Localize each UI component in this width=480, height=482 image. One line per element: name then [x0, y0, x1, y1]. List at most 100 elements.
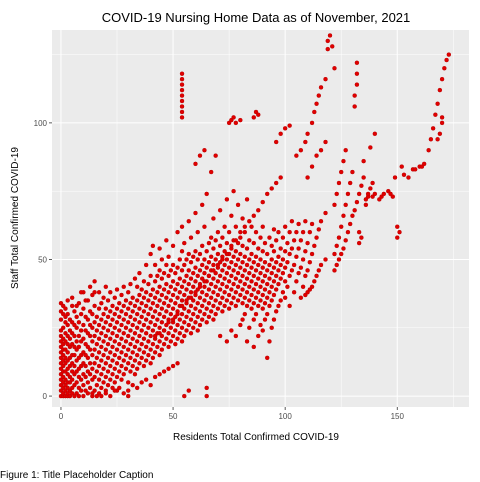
data-point: [81, 382, 86, 388]
data-point: [318, 262, 324, 268]
data-point: [341, 213, 346, 218]
data-point: [179, 115, 185, 120]
data-point: [103, 361, 109, 366]
data-point: [143, 290, 149, 295]
data-point: [155, 290, 160, 295]
data-point: [159, 347, 165, 352]
data-point: [318, 85, 324, 90]
data-point: [58, 300, 64, 306]
data-point: [332, 268, 337, 273]
data-point: [289, 268, 295, 273]
data-point: [269, 243, 274, 249]
data-point: [267, 262, 272, 268]
data-point: [101, 325, 106, 330]
data-point: [260, 265, 265, 270]
data-point: [300, 257, 306, 262]
data-point: [200, 202, 205, 208]
data-point: [350, 169, 355, 175]
data-point: [195, 273, 200, 279]
x-axis-title: Residents Total Confirmed COVID-19: [173, 432, 339, 443]
data-point: [112, 339, 117, 344]
data-point: [130, 295, 135, 300]
data-point: [81, 393, 86, 399]
data-point: [260, 279, 265, 284]
data-point: [112, 388, 117, 393]
data-point: [139, 341, 144, 347]
data-point: [260, 292, 265, 298]
data-point: [280, 290, 286, 295]
data-point: [182, 393, 187, 399]
data-point: [112, 325, 117, 330]
data-point: [110, 372, 115, 377]
data-point: [233, 249, 239, 254]
data-point: [372, 131, 378, 137]
data-point: [58, 317, 64, 322]
data-point: [368, 186, 373, 191]
data-point: [247, 238, 252, 243]
data-point: [179, 98, 185, 104]
data-point: [244, 290, 250, 295]
data-point: [433, 112, 438, 117]
data-point: [345, 229, 351, 235]
data-point: [130, 350, 135, 355]
data-point: [114, 374, 120, 380]
data-point: [206, 260, 212, 265]
data-point: [253, 254, 259, 259]
data-point: [213, 298, 218, 303]
data-point: [231, 281, 236, 287]
data-point: [188, 290, 194, 295]
data-point: [269, 298, 274, 303]
data-point: [233, 333, 239, 339]
data-point: [222, 276, 227, 281]
data-point: [96, 322, 102, 328]
data-point: [265, 268, 270, 273]
data-point: [211, 276, 216, 281]
data-point: [260, 328, 265, 333]
data-point: [117, 385, 122, 391]
data-point: [92, 333, 97, 339]
data-point: [208, 235, 214, 240]
data-point: [123, 325, 129, 330]
data-point: [247, 257, 252, 262]
data-point: [110, 317, 115, 322]
data-point: [152, 350, 158, 355]
data-point: [251, 213, 256, 218]
data-point: [114, 333, 120, 339]
data-point: [132, 358, 138, 363]
data-point: [439, 120, 445, 126]
data-point: [242, 281, 248, 287]
data-point: [117, 369, 122, 374]
data-point: [197, 322, 203, 328]
data-point: [170, 279, 176, 284]
data-point: [224, 298, 230, 303]
data-point: [195, 229, 200, 235]
data-point: [132, 344, 138, 350]
data-point: [126, 388, 131, 393]
axis-ticks: 0 50 100 150 0 50 100: [34, 119, 405, 421]
data-point: [271, 279, 277, 284]
data-point: [231, 188, 236, 194]
data-point: [336, 257, 342, 262]
data-point: [231, 268, 236, 273]
data-point: [166, 331, 171, 336]
data-point: [150, 341, 156, 347]
data-point: [90, 339, 95, 344]
data-point: [260, 224, 265, 229]
plot-panel: [52, 30, 469, 407]
data-point: [119, 363, 124, 369]
data-point: [139, 355, 144, 361]
data-point: [247, 270, 252, 276]
data-point: [359, 235, 364, 240]
data-point: [224, 240, 230, 246]
data-point: [323, 210, 328, 216]
data-point: [312, 243, 317, 249]
data-point: [85, 380, 91, 385]
data-point: [204, 320, 209, 325]
data-point: [155, 303, 160, 309]
data-point: [150, 243, 156, 249]
data-point: [157, 325, 162, 330]
data-point: [188, 260, 194, 265]
data-point: [305, 131, 310, 137]
data-point: [258, 235, 263, 240]
data-point: [123, 311, 129, 317]
